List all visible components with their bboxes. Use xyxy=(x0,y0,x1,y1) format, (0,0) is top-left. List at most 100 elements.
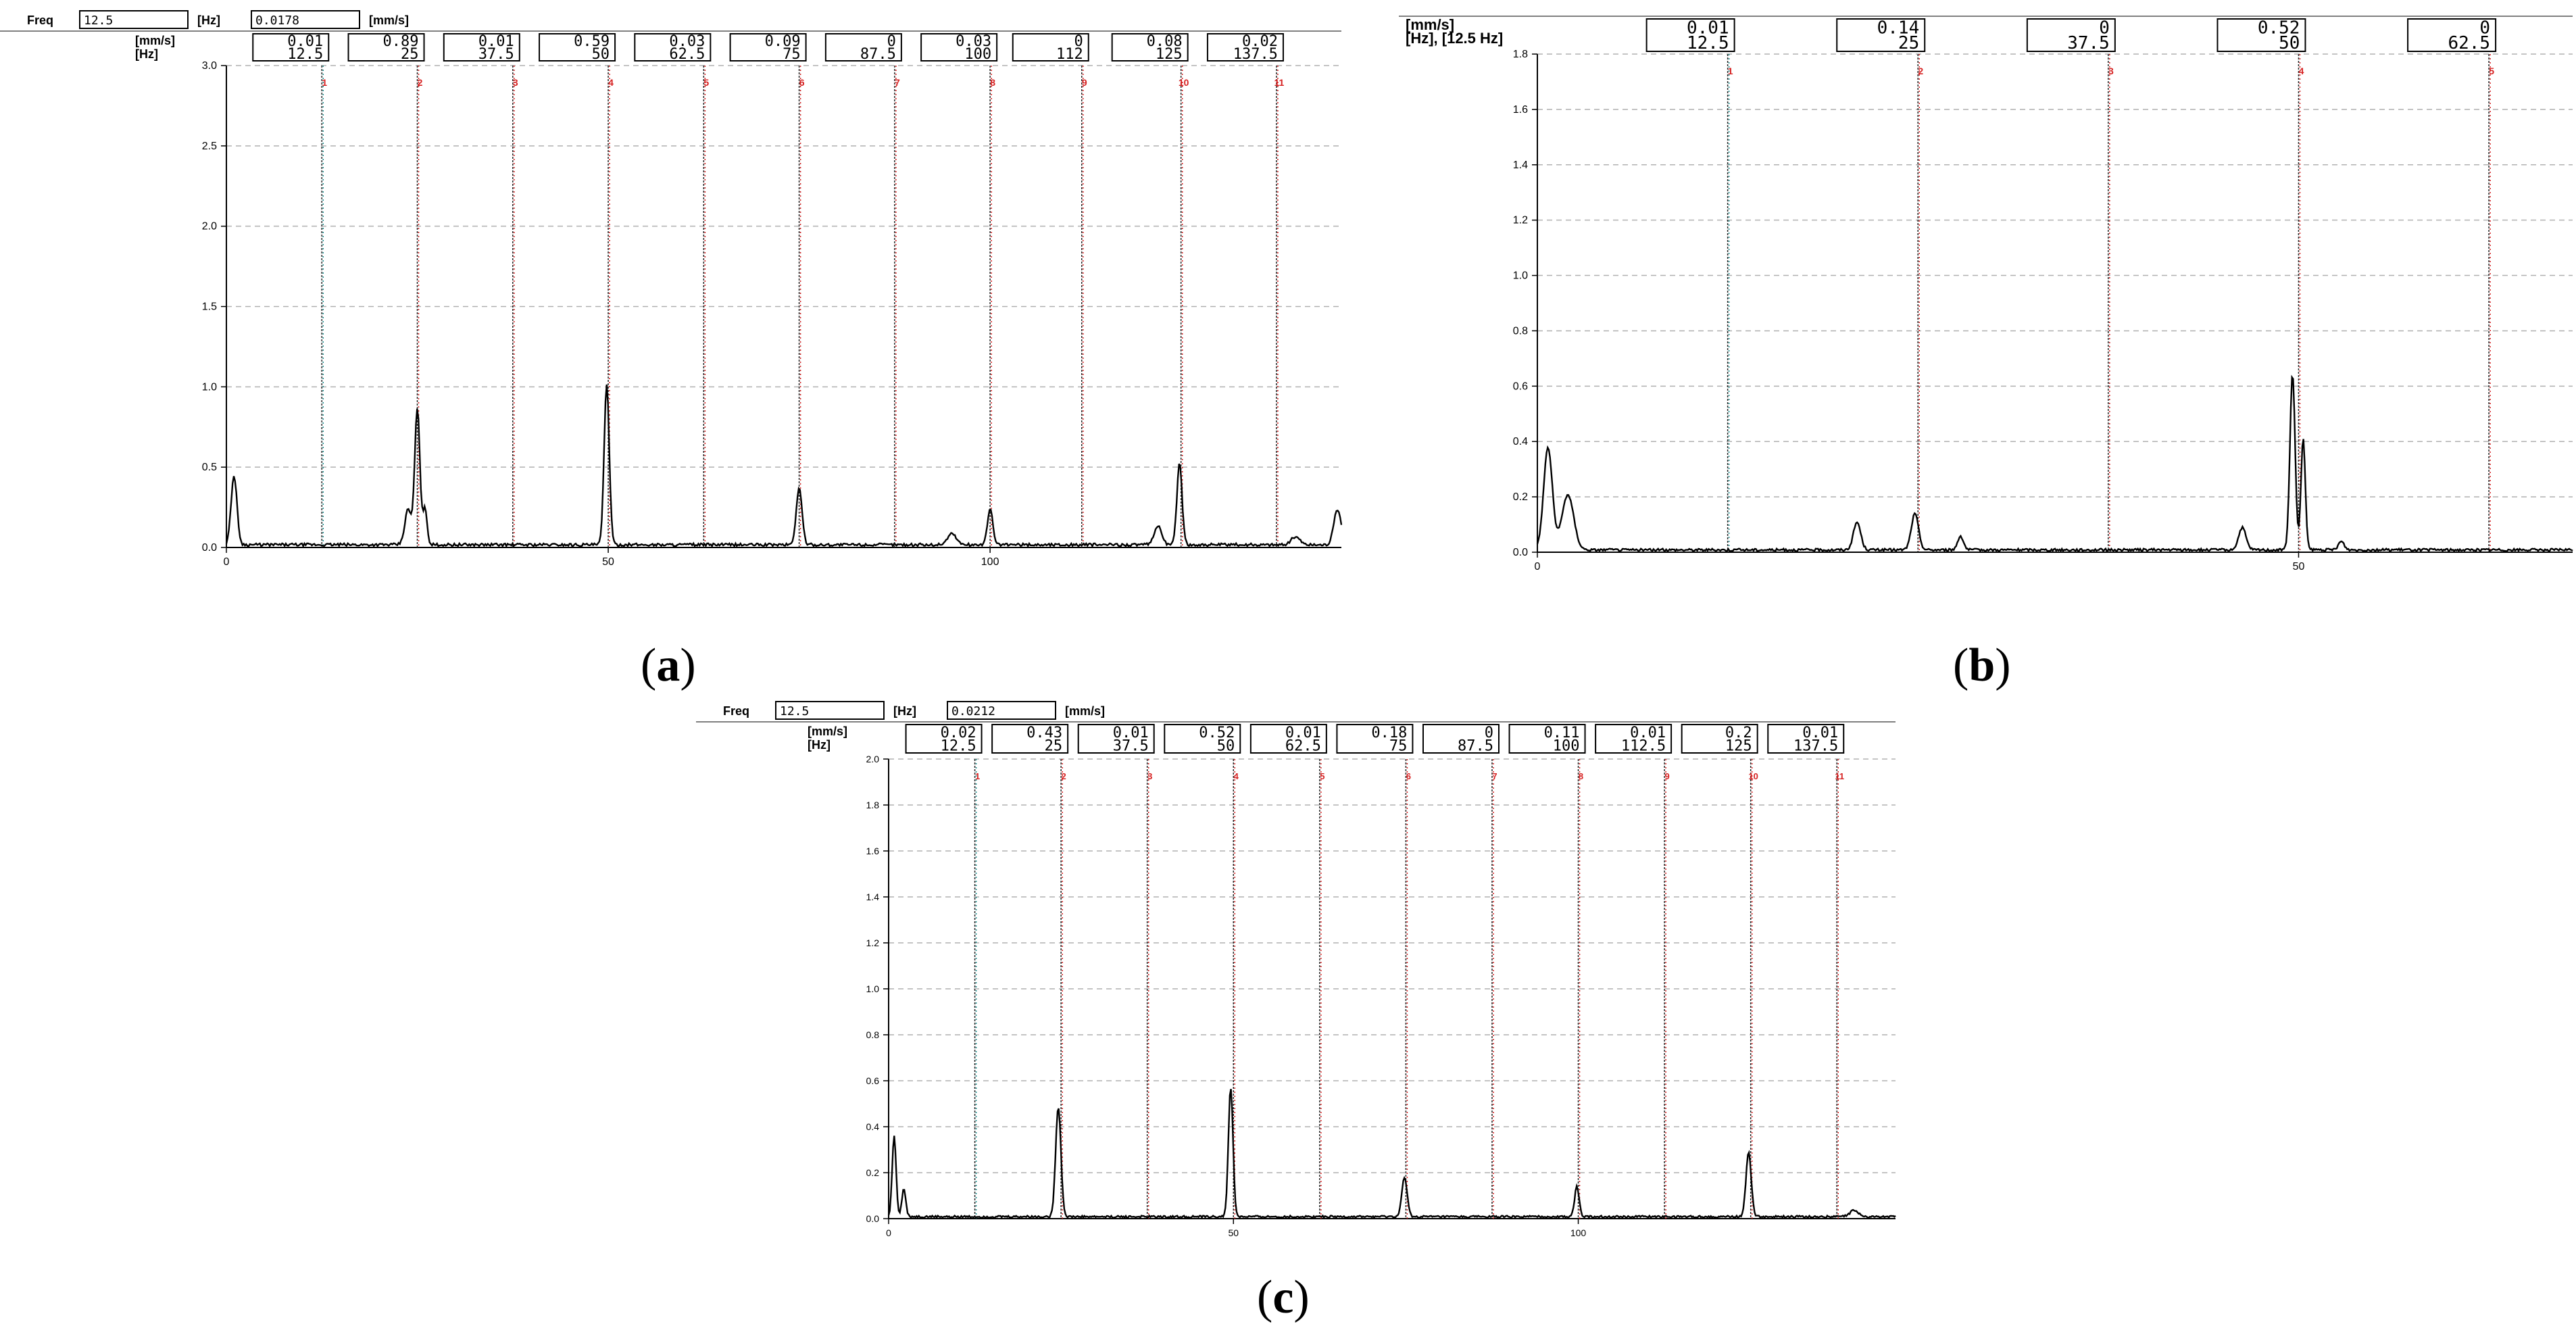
chart-b-svg: [mm/s][Hz], [12.5 Hz] 0.0 0.2 0.4 0.6 0.8 1.0 1… xyxy=(1399,16,2573,572)
harmonic-amp-value: 0.43 xyxy=(1026,725,1062,741)
harmonic-amp-value: 0.09 xyxy=(765,33,801,50)
harmonic-number: 7 xyxy=(1492,771,1497,781)
freq-value: 12.5 xyxy=(780,704,809,718)
y-tick-label: 2.5 xyxy=(202,141,217,152)
harmonic-number: 1 xyxy=(322,77,327,88)
harmonic-number: 6 xyxy=(799,77,805,88)
caption-a: (a) xyxy=(641,639,696,691)
harmonic-value-box xyxy=(729,33,807,62)
caption-c: (c) xyxy=(1257,1271,1310,1323)
harmonic-freq-value: 112.5 xyxy=(1621,738,1666,755)
row-label-hz: [Hz], [12.5 Hz] xyxy=(1406,30,1503,47)
harmonic-amp-value: 0.11 xyxy=(1544,725,1580,741)
harmonic-freq-value: 125 xyxy=(1156,46,1183,63)
harmonic-value-box xyxy=(1836,18,1926,52)
harmonic-value-box xyxy=(347,33,425,62)
harmonic-amp-value: 0.01 xyxy=(1687,18,1729,39)
harmonic-freq-value: 100 xyxy=(964,46,991,63)
harmonic-freq-value: 37.5 xyxy=(2067,33,2110,53)
harmonic-amp-value: 0.01 xyxy=(1113,725,1149,741)
x-tick-label: 50 xyxy=(1228,1227,1239,1238)
harmonic-value-box xyxy=(1111,33,1189,62)
harmonic-value-box xyxy=(539,33,616,62)
amp-unit: [mm/s] xyxy=(369,14,409,27)
harmonic-freq-value: 100 xyxy=(1553,738,1580,755)
x-tick-label: 0 xyxy=(224,556,230,568)
y-tick-label: 1.0 xyxy=(202,381,217,393)
harmonic-freq-value: 112 xyxy=(1056,46,1083,63)
harmonic-number: 11 xyxy=(1274,77,1285,88)
caption-b: (b) xyxy=(1953,639,2011,691)
y-tick-label: 2.0 xyxy=(866,754,880,764)
harmonic-amp-value: 0 xyxy=(2099,18,2110,39)
y-tick-label: 1.6 xyxy=(866,846,880,856)
harmonic-amp-value: 0.03 xyxy=(669,33,705,50)
chart-panel-b: [mm/s] [Hz], [12.5 Hz] 0.0 0.2 0.4 0.6 0.8 1.0 1… xyxy=(1399,0,2576,581)
harmonic-number: 3 xyxy=(2108,66,2114,76)
harmonic-freq-value: 12.5 xyxy=(287,46,323,63)
y-tick-label: 1.6 xyxy=(1513,104,1528,116)
y-tick-label: 1.2 xyxy=(866,937,880,948)
harmonic-value-box xyxy=(1508,724,1586,754)
row-label-hz: [Hz] xyxy=(135,47,158,61)
harmonic-value-box xyxy=(1077,724,1155,754)
x-tick-label: 0 xyxy=(1535,561,1541,572)
harmonic-freq-value: 62.5 xyxy=(1285,738,1321,755)
amp-input xyxy=(251,10,360,29)
harmonic-value-box xyxy=(824,33,902,62)
harmonic-value-box xyxy=(905,724,983,754)
row-label-hz: [Hz] xyxy=(808,738,831,752)
harmonic-number: 3 xyxy=(513,77,518,88)
harmonic-amp-value: 0.01 xyxy=(478,33,514,50)
harmonic-value-box xyxy=(1595,724,1673,754)
harmonic-amp-value: 0.2 xyxy=(1725,725,1752,741)
freq-input xyxy=(775,701,885,720)
chart-a-svg: Freq 12.5 [Hz] 0.0178 [mm/s][mm/s][Hz]0.00.5… xyxy=(0,10,1343,568)
harmonic-freq-value: 137.5 xyxy=(1233,46,1278,63)
amp-value: 0.0178 xyxy=(255,14,299,28)
y-tick-label: 0.6 xyxy=(1513,381,1528,392)
harmonic-amp-value: 0.01 xyxy=(287,33,323,50)
harmonic-amp-value: 0.02 xyxy=(941,725,976,741)
harmonic-freq-value: 75 xyxy=(1389,738,1408,755)
harmonic-number: 5 xyxy=(1320,771,1324,781)
freq-label: Freq xyxy=(723,704,749,718)
y-tick-label: 1.0 xyxy=(866,983,880,994)
y-tick-label: 1.4 xyxy=(1513,160,1528,171)
y-tick-label: 0.8 xyxy=(866,1029,880,1040)
harmonic-freq-value: 137.5 xyxy=(1793,738,1838,755)
harmonic-number: 4 xyxy=(2299,66,2304,76)
harmonic-freq-value: 12.5 xyxy=(941,738,976,755)
harmonic-freq-value: 125 xyxy=(1725,738,1752,755)
harmonic-amp-value: 0.02 xyxy=(1242,33,1278,50)
harmonic-number: 6 xyxy=(1406,771,1411,781)
amp-unit: [mm/s] xyxy=(1065,704,1105,718)
harmonic-number: 9 xyxy=(1082,77,1087,88)
harmonic-amp-value: 0.52 xyxy=(2258,18,2300,39)
y-tick-label: 1.5 xyxy=(202,301,217,313)
y-tick-label: 1.2 xyxy=(1513,215,1528,226)
chart-c-svg: Freq 12.5 [Hz] 0.0212 [mm/s][mm/s][Hz]0.00.2… xyxy=(696,701,1896,1238)
harmonic-freq-value: 50 xyxy=(2279,33,2300,53)
x-tick-label: 50 xyxy=(2293,561,2305,572)
harmonic-number: 2 xyxy=(1062,771,1066,781)
y-tick-label: 0.2 xyxy=(1513,491,1528,503)
y-tick-label: 3.0 xyxy=(202,60,217,72)
y-tick-label: 1.0 xyxy=(1513,270,1528,282)
harmonic-value-box xyxy=(1336,724,1414,754)
harmonic-number: 1 xyxy=(1728,66,1733,76)
y-tick-label: 1.4 xyxy=(866,892,880,902)
harmonic-value-box xyxy=(1206,33,1284,62)
harmonic-number: 5 xyxy=(703,77,709,88)
harmonic-freq-value: 50 xyxy=(1217,738,1235,755)
y-tick-label: 0.0 xyxy=(1513,547,1528,558)
harmonic-value-box xyxy=(1767,724,1845,754)
y-tick-label: 0.8 xyxy=(1513,325,1528,337)
harmonic-value-box xyxy=(1645,18,1735,52)
y-tick-label: 0.6 xyxy=(866,1075,880,1086)
harmonic-number: 1 xyxy=(975,771,980,781)
harmonic-value-box xyxy=(634,33,712,62)
chart-panel-a: Freq 12.5 [Hz] 0.0178 [mm/s] [mm/s] [Hz] 0.0 0.5… xyxy=(0,0,1345,581)
y-tick-label: 0.4 xyxy=(866,1121,880,1132)
harmonic-value-box xyxy=(1681,724,1758,754)
